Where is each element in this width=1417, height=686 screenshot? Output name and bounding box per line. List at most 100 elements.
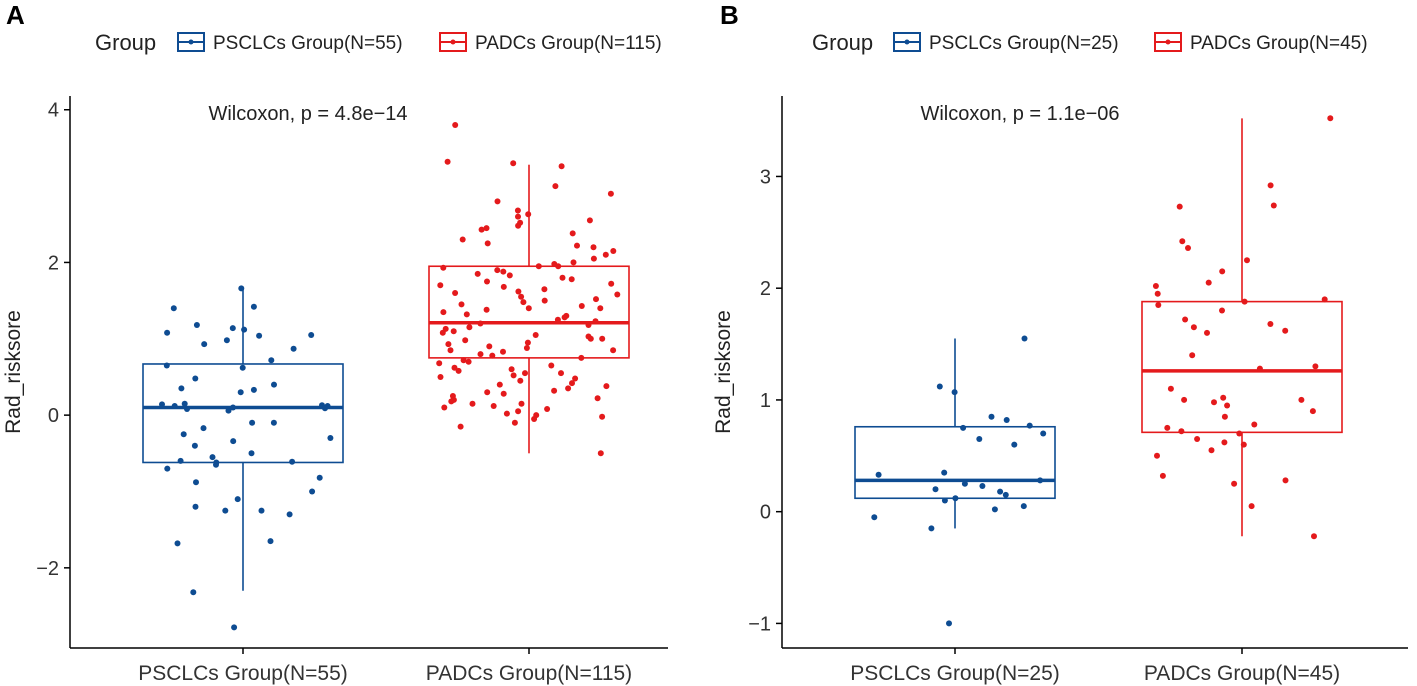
data-point bbox=[1282, 327, 1289, 334]
data-point bbox=[1152, 283, 1159, 289]
data-point bbox=[594, 395, 601, 402]
data-point bbox=[477, 351, 484, 358]
data-point bbox=[483, 306, 490, 313]
data-point bbox=[171, 403, 178, 409]
data-point bbox=[988, 413, 995, 420]
data-point bbox=[237, 389, 244, 396]
data-point bbox=[494, 198, 501, 205]
data-point bbox=[316, 474, 323, 481]
data-point bbox=[455, 367, 462, 374]
data-point bbox=[290, 345, 297, 352]
data-point bbox=[941, 497, 948, 504]
data-point bbox=[460, 357, 467, 364]
data-point bbox=[517, 377, 524, 384]
data-point bbox=[565, 385, 572, 392]
data-point bbox=[518, 400, 525, 407]
box-iqr bbox=[142, 363, 344, 464]
data-point bbox=[437, 282, 444, 289]
points-group-1 bbox=[159, 285, 334, 631]
data-point bbox=[230, 438, 237, 445]
data-point bbox=[552, 183, 559, 190]
data-point bbox=[1219, 268, 1226, 275]
data-point bbox=[541, 297, 548, 304]
y-tick-label: −2 bbox=[36, 558, 59, 580]
data-point bbox=[1251, 421, 1258, 428]
data-point bbox=[484, 240, 491, 247]
data-point bbox=[1190, 324, 1197, 331]
data-point bbox=[1312, 363, 1319, 370]
data-point bbox=[181, 400, 188, 407]
data-point bbox=[441, 404, 448, 411]
x-tick-label: PSCLCs Group(N=25) bbox=[850, 662, 1060, 685]
data-point bbox=[469, 400, 476, 407]
legend-label: PSCLCs Group(N=55) bbox=[213, 33, 403, 54]
data-point bbox=[555, 263, 562, 270]
data-point bbox=[1040, 430, 1047, 437]
data-point bbox=[483, 225, 490, 232]
data-point bbox=[1267, 182, 1274, 189]
data-point bbox=[1185, 245, 1191, 251]
data-point bbox=[190, 589, 197, 596]
legend-label: PSCLCs Group(N=25) bbox=[929, 33, 1119, 54]
data-point bbox=[1020, 503, 1027, 510]
data-point bbox=[1309, 408, 1316, 415]
data-point bbox=[960, 424, 967, 431]
data-point bbox=[569, 380, 575, 387]
data-point bbox=[941, 469, 948, 476]
data-point bbox=[578, 354, 585, 361]
data-point bbox=[1176, 203, 1183, 210]
data-point bbox=[559, 274, 566, 281]
data-point bbox=[503, 410, 510, 417]
data-point bbox=[1256, 365, 1263, 372]
y-tick-label: 3 bbox=[760, 166, 771, 188]
data-point bbox=[1211, 399, 1217, 406]
data-point bbox=[500, 390, 507, 397]
data-point bbox=[230, 404, 236, 411]
data-point bbox=[452, 122, 459, 128]
data-point bbox=[1205, 279, 1212, 286]
data-point bbox=[610, 248, 617, 254]
data-point bbox=[445, 341, 452, 348]
data-point bbox=[570, 259, 577, 266]
data-point bbox=[961, 480, 968, 487]
data-point bbox=[452, 290, 459, 296]
data-point bbox=[1221, 413, 1228, 420]
data-point bbox=[607, 190, 614, 197]
data-point bbox=[1179, 238, 1186, 245]
data-point bbox=[309, 488, 316, 495]
data-point bbox=[608, 280, 615, 287]
data-point bbox=[500, 283, 507, 290]
data-point bbox=[522, 370, 528, 377]
data-point bbox=[222, 507, 229, 514]
points-group-2 bbox=[1152, 115, 1334, 540]
points-group-1 bbox=[871, 335, 1047, 627]
data-point bbox=[1026, 422, 1033, 429]
data-point bbox=[170, 305, 177, 312]
data-point bbox=[486, 343, 493, 350]
data-point bbox=[174, 540, 181, 547]
data-point bbox=[1167, 385, 1174, 392]
data-point bbox=[1298, 396, 1305, 403]
data-point bbox=[1189, 352, 1196, 359]
data-point bbox=[551, 387, 558, 394]
x-tick-label: PADCs Group(N=115) bbox=[426, 662, 632, 685]
data-point bbox=[1037, 477, 1044, 484]
data-point bbox=[532, 332, 539, 338]
data-point bbox=[163, 362, 170, 369]
data-point bbox=[1178, 428, 1185, 435]
data-point bbox=[436, 360, 443, 367]
data-point bbox=[286, 511, 293, 518]
points-group-2 bbox=[436, 122, 621, 457]
data-point bbox=[523, 345, 530, 351]
data-point bbox=[979, 483, 986, 489]
data-point bbox=[164, 465, 171, 472]
data-point bbox=[1194, 436, 1201, 442]
data-point bbox=[871, 514, 878, 521]
data-point bbox=[1267, 321, 1274, 327]
data-point bbox=[599, 335, 606, 342]
data-point bbox=[515, 408, 522, 415]
data-point bbox=[258, 507, 265, 514]
y-tick-label: 2 bbox=[48, 252, 59, 274]
data-point bbox=[1282, 477, 1289, 484]
data-point bbox=[531, 416, 538, 422]
